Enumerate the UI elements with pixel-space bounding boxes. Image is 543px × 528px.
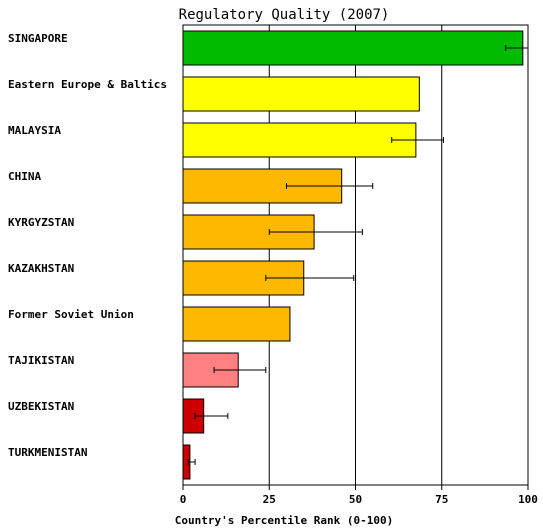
category-label: Former Soviet Union <box>8 308 134 321</box>
error-bar <box>213 367 267 373</box>
error-bar <box>265 275 355 281</box>
x-axis-ticks: 0 25 50 75 100 <box>180 485 538 506</box>
error-bar <box>391 137 444 143</box>
category-label: TURKMENISTAN <box>8 446 87 459</box>
bar <box>182 76 420 112</box>
category-label: SINGAPORE <box>8 32 68 45</box>
category-label: Eastern Europe & Baltics <box>8 78 167 91</box>
bars <box>182 30 524 480</box>
bar <box>182 306 291 342</box>
x-tick-label: 0 <box>180 493 187 506</box>
x-tick-label: 100 <box>518 493 538 506</box>
x-axis-label: Country's Percentile Rank (0-100) <box>175 514 394 527</box>
category-label: CHINA <box>8 170 41 183</box>
error-bar <box>194 413 229 419</box>
category-label: MALAYSIA <box>8 124 61 137</box>
category-label: UZBEKISTAN <box>8 400 74 413</box>
category-label: KYRGYZSTAN <box>8 216 74 229</box>
error-bar <box>268 229 363 235</box>
category-labels: SINGAPORE Eastern Europe & Baltics MALAYSI… <box>8 32 167 459</box>
x-tick-label: 50 <box>349 493 362 506</box>
error-bars <box>187 45 529 465</box>
error-bar <box>286 183 374 189</box>
category-label: TAJIKISTAN <box>8 354 74 367</box>
chart-title: Regulatory Quality (2007) <box>179 7 390 23</box>
error-bar <box>187 459 196 465</box>
x-tick-label: 25 <box>263 493 276 506</box>
x-tick-label: 75 <box>435 493 448 506</box>
category-label: KAZAKHSTAN <box>8 262 74 275</box>
bar <box>182 122 417 158</box>
bar <box>182 30 524 66</box>
